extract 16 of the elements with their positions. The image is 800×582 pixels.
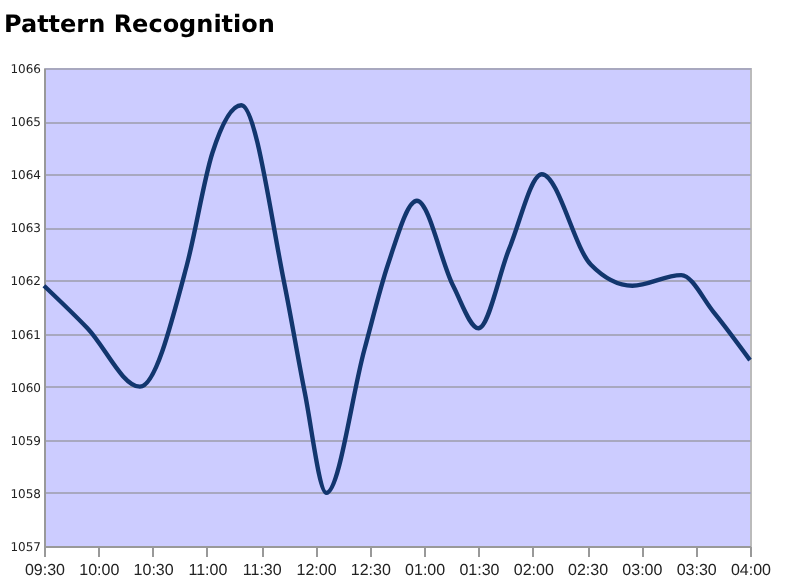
x-tick-label: 10:30 (133, 561, 175, 579)
x-tick-label: 12:30 (350, 561, 392, 579)
x-tick-label: 09:30 (24, 561, 67, 579)
x-tick-label: 03:30 (676, 561, 718, 579)
chart-title: Pattern Recognition (4, 10, 275, 38)
x-tick-label: 02:00 (513, 561, 555, 579)
x-tick-label: 04:00 (730, 561, 773, 579)
x-tick-label: 01:30 (459, 561, 501, 579)
x-tick-label: 11:00 (188, 561, 229, 579)
x-tick-label: 01:00 (405, 561, 447, 579)
x-tick-label: 03:00 (622, 561, 664, 579)
x-tick-label: 12:00 (296, 561, 338, 579)
line-series (41, 102, 753, 496)
x-tick-label: 02:30 (568, 561, 610, 579)
x-tick-label: 11:30 (242, 561, 283, 579)
x-tick-label: 10:00 (79, 561, 121, 579)
